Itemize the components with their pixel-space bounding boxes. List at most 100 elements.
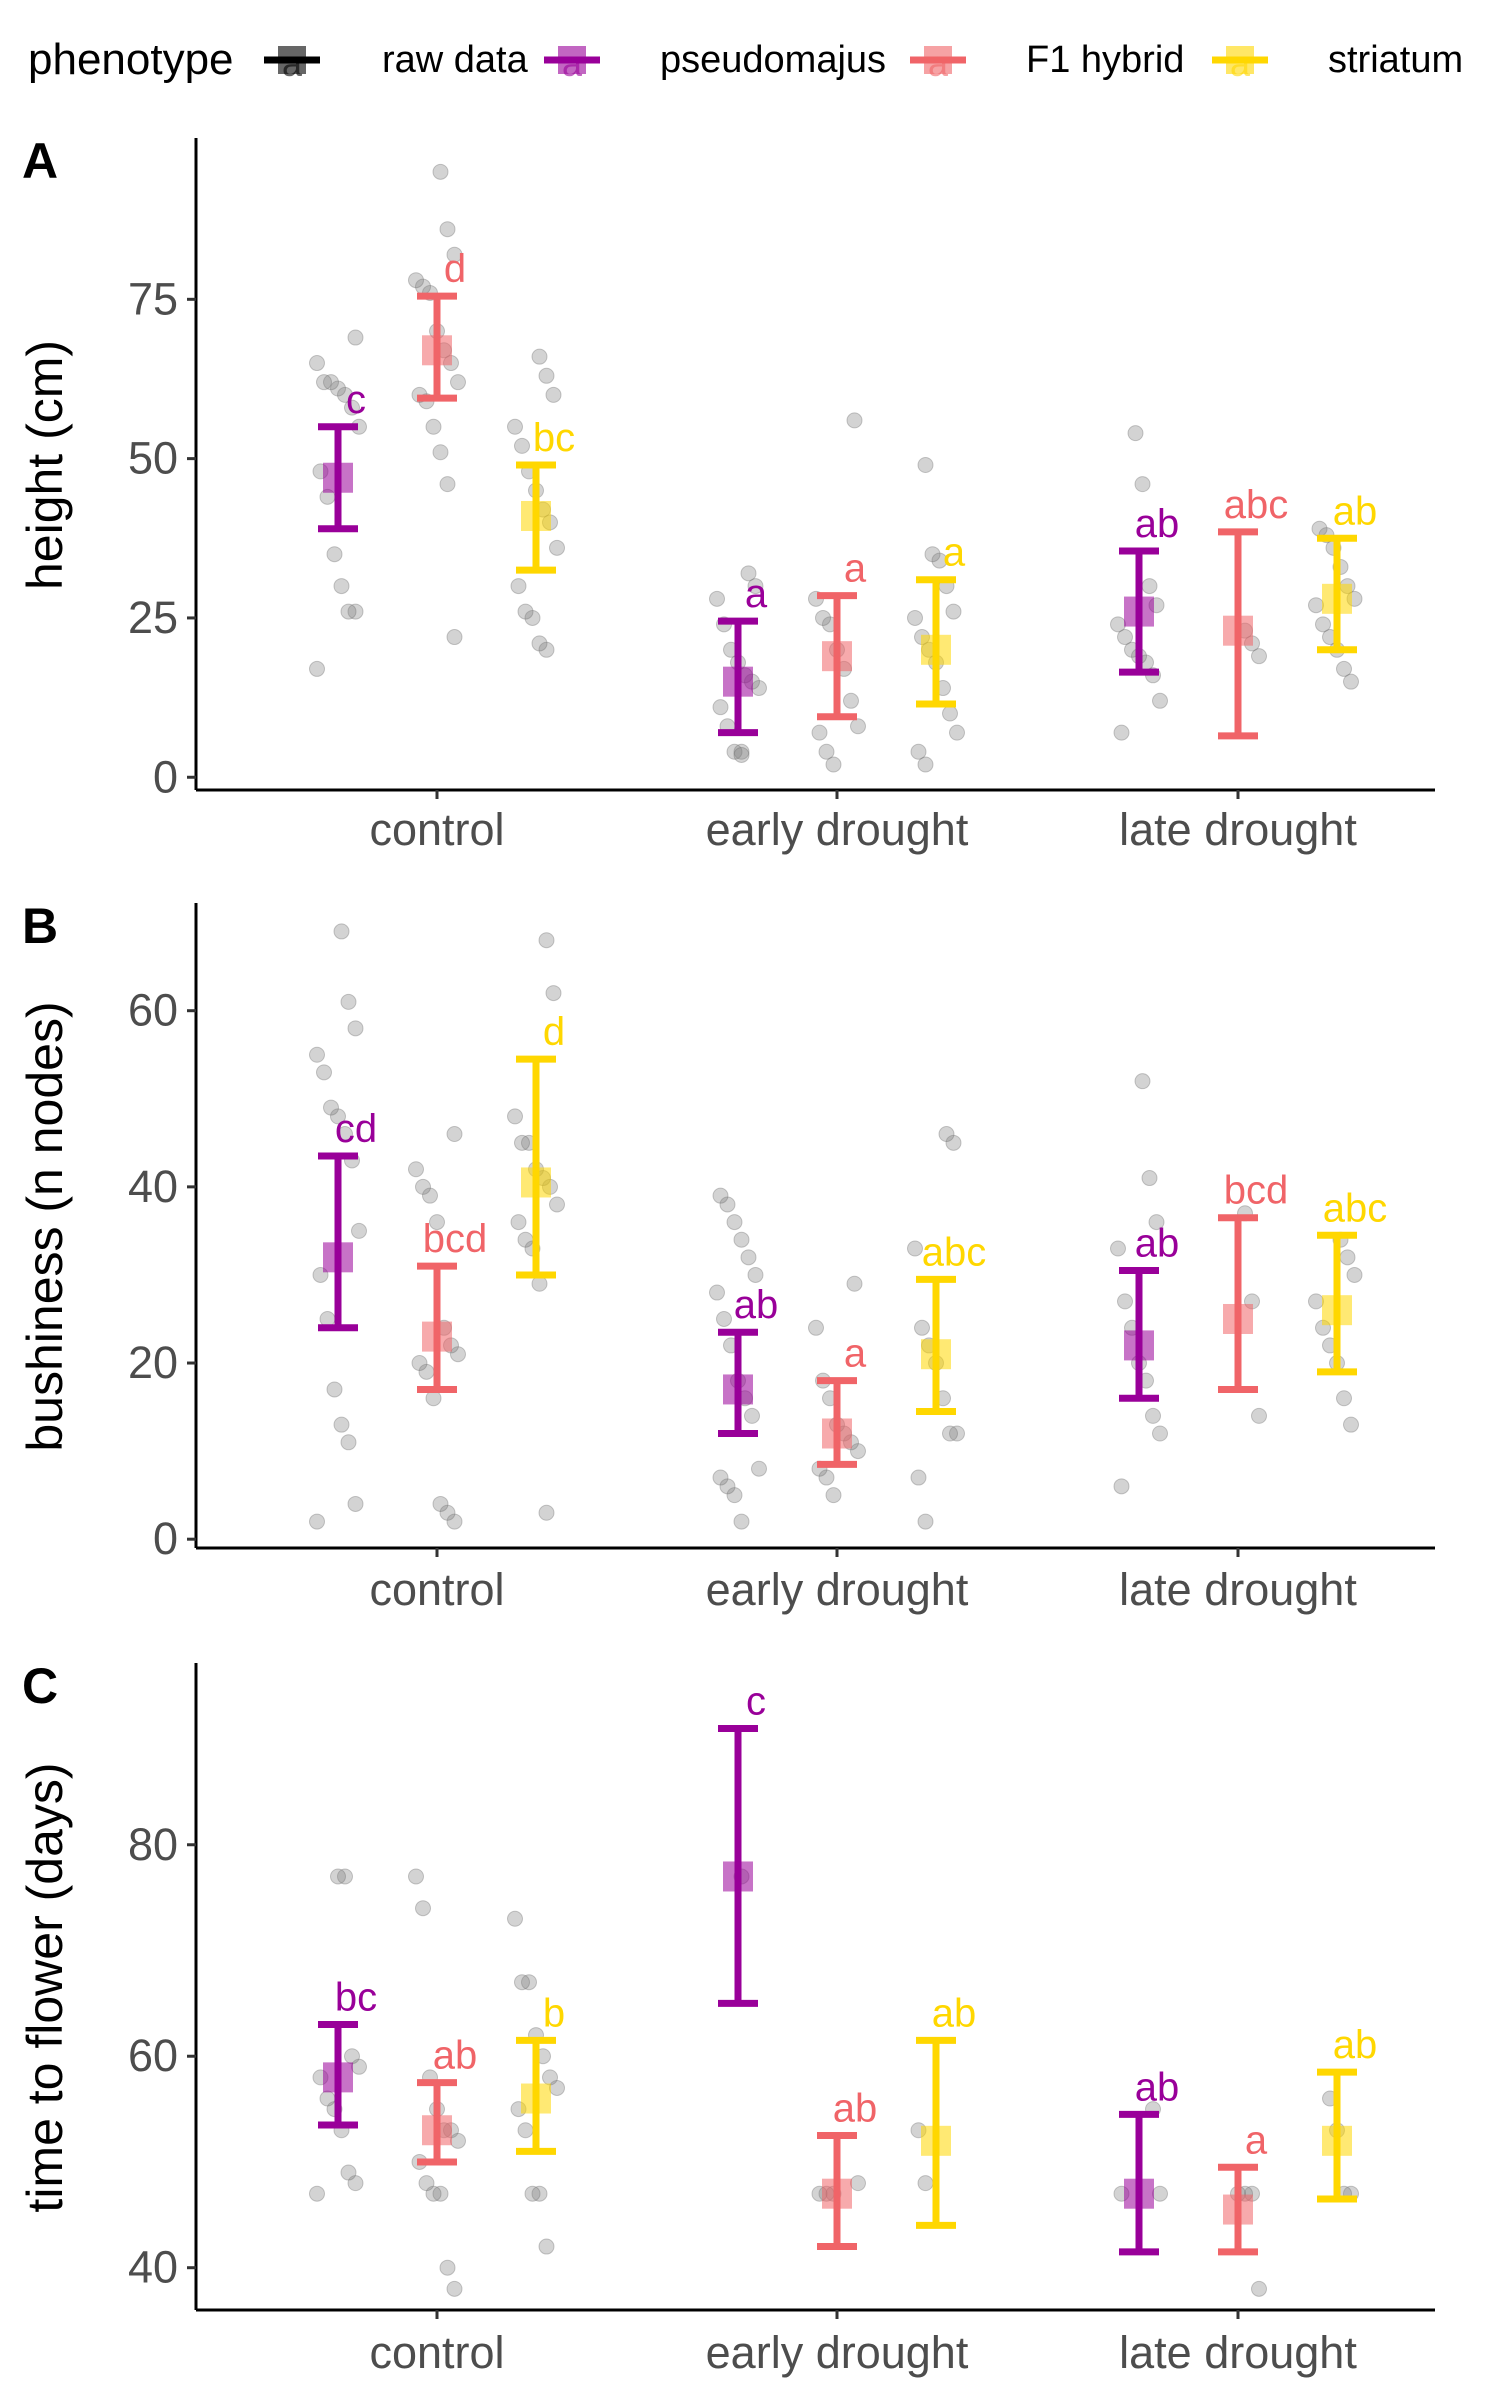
mean-marker: [1322, 2125, 1352, 2156]
x-tick-label: control: [369, 1564, 504, 1615]
raw-data-point: [408, 1161, 424, 1178]
raw-data-point: [538, 1504, 555, 1521]
raw-data-point: [507, 418, 523, 435]
raw-data-point: [333, 578, 350, 595]
mean-marker: [323, 1242, 353, 1273]
raw-data-point: [340, 603, 357, 620]
significance-letter: ab: [1333, 2023, 1378, 2067]
raw-data-point: [446, 629, 463, 646]
raw-data-point: [347, 603, 364, 620]
y-tick-label: 60: [128, 985, 178, 1036]
raw-data-point: [931, 552, 948, 569]
significance-letter: b: [543, 1991, 565, 2035]
raw-data-point: [340, 993, 357, 1010]
x-tick-label: late drought: [1119, 1564, 1357, 1615]
raw-data-point: [945, 1134, 962, 1151]
raw-data-point: [510, 1214, 527, 1231]
legend-key-letter: a: [1230, 43, 1251, 84]
raw-data-point: [309, 2185, 325, 2202]
raw-data-point: [507, 1108, 523, 1125]
y-tick-label: 0: [153, 751, 178, 802]
significance-letter: c: [346, 378, 366, 422]
significance-letter: ab: [1333, 489, 1378, 533]
raw-data-point: [425, 418, 442, 435]
mean-marker: [1124, 2178, 1154, 2209]
raw-data-point: [917, 756, 934, 773]
raw-data-point: [517, 603, 534, 620]
mean-marker: [921, 1339, 951, 1370]
raw-data-point: [850, 718, 866, 735]
raw-data-point: [945, 603, 962, 620]
raw-data-point: [825, 756, 842, 773]
raw-data-point: [733, 1231, 750, 1248]
legend-key-f1-hybrid: a F1 hybrid: [910, 39, 1184, 84]
significance-letter: abc: [1323, 1186, 1388, 1230]
raw-data-point: [751, 1460, 767, 1477]
legend-key-letter: a: [282, 43, 303, 84]
x-tick-label: late drought: [1119, 804, 1357, 855]
raw-data-point: [1134, 1073, 1151, 1090]
raw-data-point: [1152, 1425, 1168, 1442]
raw-data-point: [914, 1319, 930, 1336]
x-tick-label: early drought: [706, 1564, 969, 1615]
raw-data-point: [517, 2122, 534, 2139]
raw-data-point: [1141, 1170, 1158, 1187]
significance-letter: c: [746, 1679, 766, 1723]
raw-data-point: [432, 1495, 449, 1512]
raw-data-point: [330, 1868, 346, 1885]
raw-data-point: [531, 2185, 548, 2202]
mean-marker: [1223, 2194, 1253, 2225]
raw-data-point: [323, 1099, 339, 1116]
mean-marker: [521, 500, 551, 531]
raw-data-point: [450, 374, 466, 391]
mean-marker: [822, 2178, 852, 2209]
raw-data-point: [432, 444, 449, 461]
raw-data-point: [326, 1381, 343, 1398]
raw-data-point: [1308, 1293, 1324, 1310]
raw-data-point: [446, 1126, 463, 1143]
raw-data-point: [432, 2185, 449, 2202]
legend-label: raw data: [382, 39, 529, 81]
raw-data-point: [340, 2164, 357, 2181]
mean-marker: [723, 1861, 753, 1892]
significance-letter: a: [844, 547, 867, 591]
raw-data-point: [1141, 578, 1158, 595]
raw-data-point: [1152, 692, 1168, 709]
y-tick-label: 20: [128, 1337, 178, 1388]
raw-data-point: [446, 1513, 463, 1530]
raw-data-point: [949, 1425, 965, 1442]
raw-data-point: [719, 1478, 736, 1495]
raw-data-point: [1110, 616, 1126, 633]
legend-key-letter: a: [928, 43, 949, 84]
mean-marker: [1322, 1295, 1352, 1326]
raw-data-point: [337, 1868, 353, 1885]
raw-data-point: [747, 578, 764, 595]
raw-data-point: [450, 1346, 466, 1363]
raw-data-point: [549, 539, 565, 556]
raw-data-point: [521, 1974, 537, 1991]
raw-data-point: [422, 1187, 438, 1204]
raw-data-point: [337, 386, 353, 403]
raw-data-point: [846, 1275, 863, 1292]
raw-data-point: [846, 412, 863, 429]
raw-data-point: [510, 578, 527, 595]
raw-data-point: [938, 1126, 955, 1143]
significance-letter: ab: [833, 2087, 878, 2131]
series-f1-hybrid: bcd a bcd: [417, 1169, 1288, 1468]
series-striatum: b ab ab: [516, 1991, 1378, 2229]
raw-data-point: [1145, 1407, 1161, 1424]
mean-marker: [422, 335, 452, 366]
raw-data-point: [811, 724, 828, 741]
significance-letter: ab: [1135, 502, 1180, 546]
raw-data-point: [825, 1487, 842, 1504]
raw-data-point: [1315, 616, 1331, 633]
raw-data-point: [1251, 1407, 1267, 1424]
significance-letter: abc: [1224, 483, 1289, 527]
y-tick-label: 0: [153, 1513, 178, 1564]
raw-data-point: [507, 1910, 523, 1927]
x-tick-label: control: [369, 2327, 504, 2378]
mean-marker: [723, 1374, 753, 1405]
raw-data-point: [538, 2238, 555, 2255]
raw-data-point: [719, 1196, 736, 1213]
raw-data-point: [347, 1495, 364, 1512]
